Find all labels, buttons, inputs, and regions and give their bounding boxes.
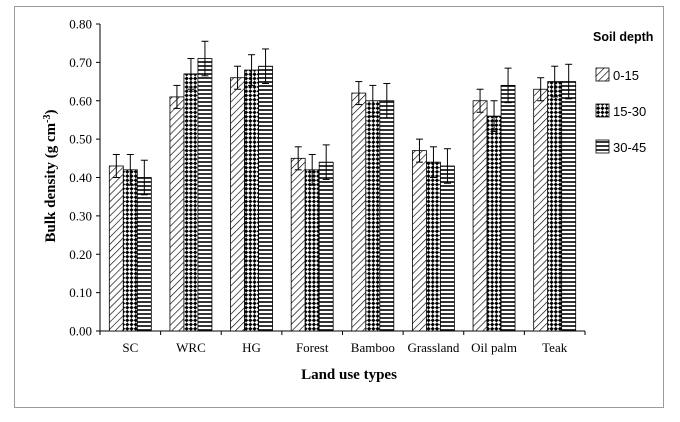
y-axis-title-close: ): [43, 110, 59, 115]
error-bars: [112, 40, 573, 196]
x-tick-label: Teak: [542, 340, 568, 355]
bar: [108, 165, 124, 332]
legend-label: 15-30: [613, 104, 646, 119]
y-tick-label: 0.70: [69, 55, 92, 70]
y-tick-label: 0.40: [69, 170, 92, 185]
bar: [351, 92, 367, 332]
bar: [472, 100, 488, 332]
bars: [108, 58, 577, 332]
legend-swatch: [595, 139, 610, 154]
x-tick-label: Bamboo: [351, 340, 395, 355]
bar: [365, 100, 381, 332]
bar: [230, 77, 245, 332]
legend-label: 0-15: [613, 68, 639, 83]
bar: [304, 169, 320, 332]
bar: [426, 161, 441, 332]
x-tick-label: HG: [242, 340, 261, 355]
legend-swatch: [595, 67, 610, 82]
bar: [561, 81, 577, 332]
bar: [136, 177, 152, 332]
legend: 0-15 15-30 30-45: [595, 67, 646, 155]
bar: [183, 73, 199, 332]
y-tick-label: 0.30: [69, 208, 92, 223]
bar: [290, 157, 306, 332]
x-tick-label: Oil palm: [471, 340, 517, 355]
bar: [318, 161, 334, 332]
legend-title: Soil depth: [593, 30, 653, 44]
labels: 0.00 0.10 0.20 0.30 0.40 0.50 0.60 0.70 0.80 SC WR…: [69, 17, 567, 356]
y-axis-title-main: Bulk density (g cm: [43, 122, 59, 242]
bar: [486, 115, 502, 332]
bar: [169, 96, 185, 332]
bar: [440, 165, 455, 332]
y-tick-label: 0.50: [69, 132, 92, 147]
x-tick-label: Grassland: [407, 340, 459, 355]
y-tick-label: 0.20: [69, 247, 92, 262]
x-tick-label: SC: [122, 340, 138, 355]
bar: [500, 85, 516, 332]
bar: [197, 58, 213, 332]
bar: [379, 100, 395, 332]
bar: [258, 65, 273, 332]
x-axis-title: Land use types: [301, 367, 397, 383]
y-axis-title: Bulk density (g cm-3): [42, 110, 60, 243]
bar: [533, 88, 549, 332]
bar: [412, 150, 427, 332]
legend-label: 30-45: [613, 140, 646, 155]
bar: [244, 69, 259, 332]
y-axis-title-superscript: -3: [42, 115, 53, 123]
x-tick-label: WRC: [176, 340, 206, 355]
legend-swatch: [595, 103, 610, 118]
bar: [547, 81, 563, 332]
bar: [122, 169, 138, 332]
y-tick-label: 0.00: [69, 324, 92, 339]
y-tick-label: 0.80: [69, 17, 92, 32]
y-tick-label: 0.10: [69, 285, 92, 300]
x-tick-label: Forest: [296, 340, 329, 355]
y-tick-label: 0.60: [69, 93, 92, 108]
